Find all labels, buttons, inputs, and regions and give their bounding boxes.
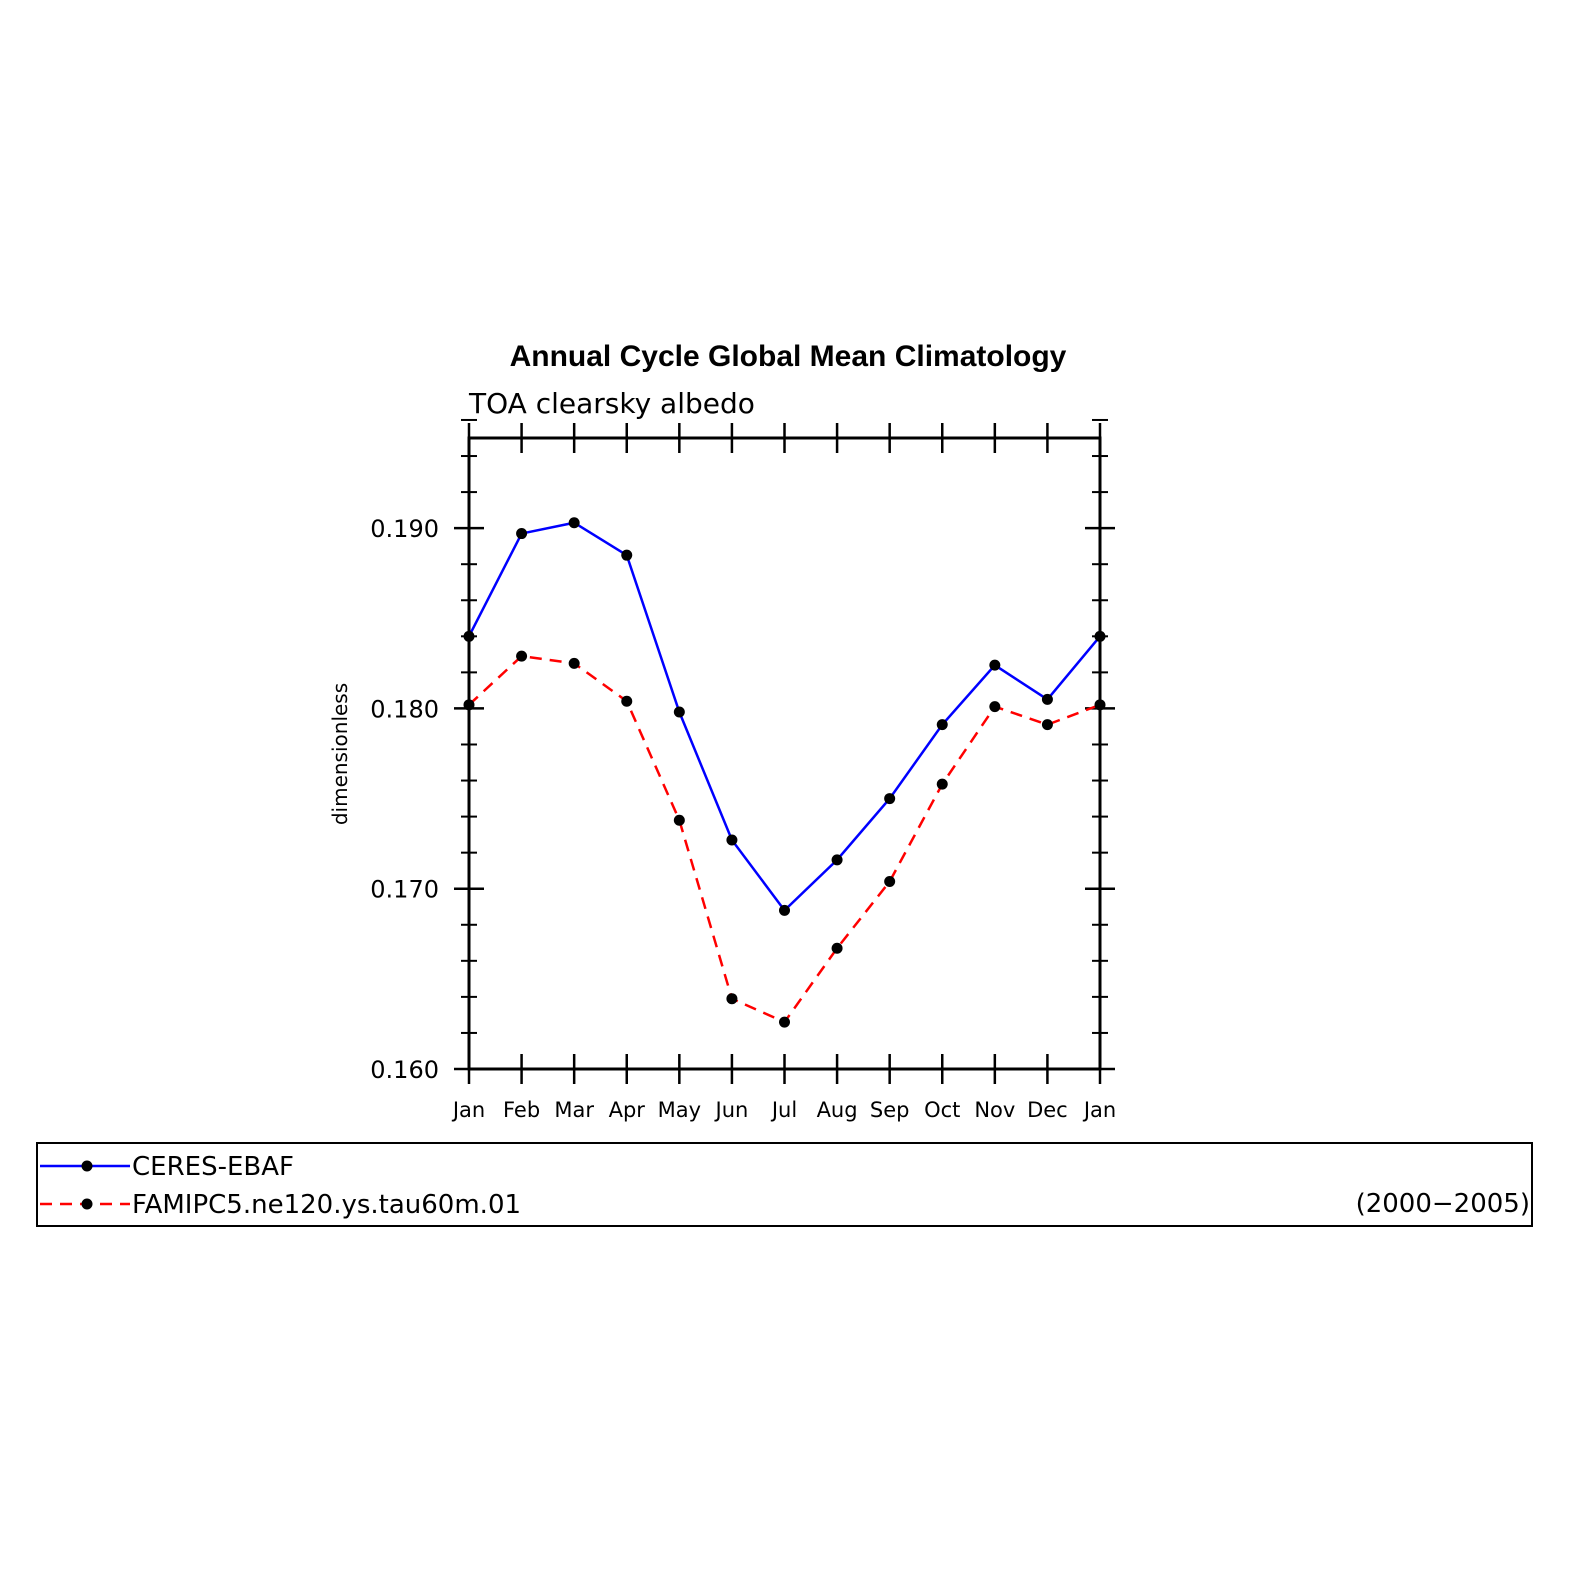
x-axis-ticks xyxy=(467,423,1102,1084)
x-tick-label: Dec xyxy=(1027,1098,1068,1122)
series-1-point xyxy=(516,528,528,540)
series-2-point xyxy=(463,699,475,711)
y-tick-label: 0.160 xyxy=(370,1056,439,1084)
series-2-point xyxy=(1041,719,1053,731)
x-tick-label: Aug xyxy=(817,1098,858,1122)
series-1-point xyxy=(726,834,738,846)
series-2-point xyxy=(779,1016,790,1028)
series-1-point xyxy=(673,706,685,718)
series-2-point xyxy=(1094,699,1106,711)
legend-label-1: CERES-EBAF xyxy=(132,1152,294,1182)
y-tick-labels: 0.160 0.170 0.180 0.190 xyxy=(370,515,439,1084)
series-line-2 xyxy=(468,654,1101,1024)
y-tick-label: 0.180 xyxy=(370,695,439,723)
x-tick-label: May xyxy=(658,1098,701,1122)
x-tick-label: Feb xyxy=(503,1098,540,1122)
series-layer xyxy=(463,517,1106,1028)
x-tick-label: Sep xyxy=(870,1098,910,1122)
series-2-point xyxy=(621,695,633,707)
series-1-point xyxy=(779,904,790,916)
legend-label-2: FAMIPC5.ne120.ys.tau60m.01 xyxy=(132,1190,521,1220)
series-2-point xyxy=(726,993,738,1005)
y-tick-label: 0.190 xyxy=(370,515,439,543)
x-tick-label: Jun xyxy=(714,1098,749,1122)
x-tick-label: Oct xyxy=(924,1098,960,1122)
series-1-point xyxy=(568,517,580,529)
series-2-point xyxy=(989,701,1001,713)
series-1-point xyxy=(989,659,1001,671)
x-tick-label: Jan xyxy=(451,1098,485,1122)
y-axis-ticks xyxy=(454,418,1115,1071)
series-2-point xyxy=(831,942,843,954)
x-tick-label: Jul xyxy=(770,1098,797,1122)
series-1-point xyxy=(463,630,475,642)
series-1-point xyxy=(1094,630,1106,642)
x-tick-label: Jan xyxy=(1082,1098,1116,1122)
series-1-point xyxy=(831,854,843,866)
series-1-point xyxy=(1041,693,1053,705)
legend-box xyxy=(36,1142,1533,1227)
series-2-point xyxy=(884,876,896,888)
legend-period-note: (2000−2005) xyxy=(1356,1189,1530,1219)
series-2-point xyxy=(516,650,528,662)
series-2-point xyxy=(673,814,685,826)
series-2-point xyxy=(568,657,580,669)
chart-subtitle: TOA clearsky albedo xyxy=(468,387,755,420)
y-axis-label: dimensionless xyxy=(328,683,352,825)
x-tick-label: Mar xyxy=(554,1098,594,1122)
series-1-point xyxy=(621,549,633,561)
x-tick-label: Nov xyxy=(974,1098,1015,1122)
legend-marker-2 xyxy=(81,1198,93,1210)
legend-marker-1 xyxy=(81,1160,93,1172)
y-tick-label: 0.170 xyxy=(370,876,439,904)
chart-title: Annual Cycle Global Mean Climatology xyxy=(510,340,1067,373)
series-line-1 xyxy=(467,521,1101,913)
series-1-point xyxy=(936,719,948,731)
x-tick-labels: Jan Feb Mar Apr May Jun Jul Aug Sep Oct Nov Dec Jan xyxy=(451,1098,1116,1122)
series-1-point xyxy=(884,793,896,805)
series-2-point xyxy=(936,778,948,790)
plot-frame xyxy=(467,436,1102,1071)
legend: CERES-EBAF FAMIPC5.ne120.ys.tau60m.01 xyxy=(40,1152,521,1220)
x-tick-label: Apr xyxy=(609,1098,646,1122)
